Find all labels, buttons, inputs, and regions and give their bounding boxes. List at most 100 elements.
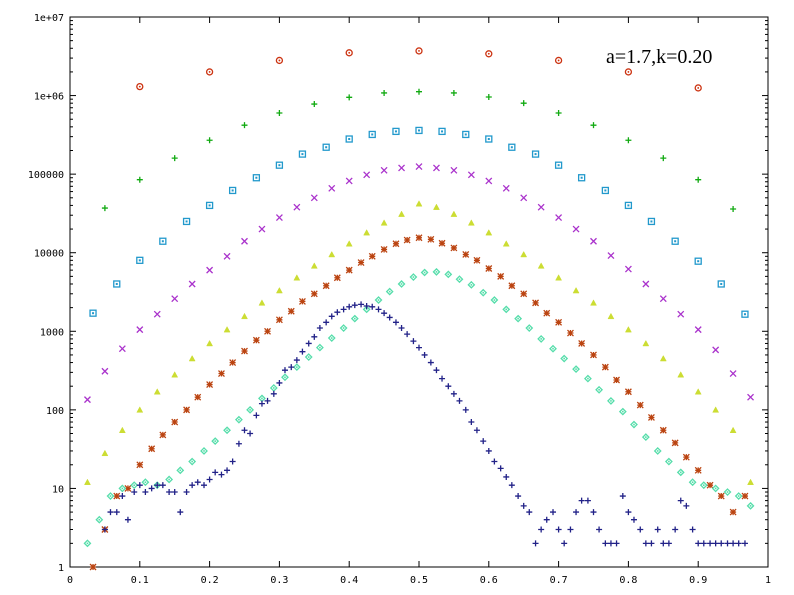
data-point xyxy=(148,485,155,492)
data-point xyxy=(613,540,620,547)
data-point xyxy=(526,509,533,516)
data-point xyxy=(416,88,422,95)
data-point xyxy=(572,287,580,294)
data-point xyxy=(241,347,248,355)
data-point xyxy=(258,225,266,233)
data-point xyxy=(153,388,161,395)
chart-axes xyxy=(69,16,769,568)
data-point xyxy=(555,214,563,222)
data-point-center xyxy=(737,495,740,497)
data-point xyxy=(241,237,248,245)
data-point xyxy=(590,299,597,306)
data-point xyxy=(607,540,614,547)
data-point xyxy=(630,516,637,523)
data-point xyxy=(659,295,667,303)
data-point xyxy=(246,405,255,414)
data-point-center xyxy=(353,317,356,320)
data-point xyxy=(467,219,475,226)
data-point xyxy=(624,388,632,396)
data-point xyxy=(491,458,498,465)
data-point xyxy=(136,326,144,334)
data-point xyxy=(247,430,254,437)
data-point xyxy=(398,210,405,217)
data-point-center xyxy=(557,164,560,167)
y-tick-label: 1 xyxy=(58,563,64,574)
data-point-center xyxy=(435,271,438,273)
data-point xyxy=(676,468,685,477)
series-4 xyxy=(83,163,755,404)
data-point-center xyxy=(493,299,496,301)
data-point-center xyxy=(587,377,589,380)
data-point xyxy=(444,270,453,279)
data-point-center xyxy=(627,204,630,207)
data-point xyxy=(119,493,126,500)
y-tick-label: 1e+07 xyxy=(34,13,64,24)
data-point-center xyxy=(668,460,670,463)
series-6 xyxy=(89,234,749,571)
data-point xyxy=(113,509,120,516)
data-point xyxy=(171,371,179,378)
data-point xyxy=(351,302,358,309)
data-point xyxy=(340,306,347,313)
data-point xyxy=(131,489,138,496)
data-point xyxy=(485,265,493,272)
data-point xyxy=(345,240,353,247)
data-point xyxy=(118,345,126,353)
data-point xyxy=(298,150,307,158)
data-point xyxy=(315,343,324,352)
data-point xyxy=(305,340,312,347)
data-point-center xyxy=(610,400,612,402)
data-point xyxy=(420,268,429,277)
data-point xyxy=(410,338,417,345)
data-point xyxy=(450,166,458,174)
data-point xyxy=(694,466,702,474)
data-point-center xyxy=(231,189,234,192)
data-point xyxy=(485,50,493,58)
data-point xyxy=(124,484,132,492)
data-point xyxy=(183,406,191,414)
data-point xyxy=(602,540,609,547)
data-point xyxy=(648,540,655,547)
data-point-center xyxy=(278,164,281,167)
data-point xyxy=(741,310,749,318)
data-point xyxy=(194,393,202,401)
data-point xyxy=(730,206,737,213)
data-point xyxy=(211,437,220,446)
data-point xyxy=(520,290,528,298)
data-point xyxy=(543,309,551,317)
data-point xyxy=(380,246,388,253)
data-point-center xyxy=(121,487,124,490)
data-point xyxy=(293,357,300,364)
data-point xyxy=(358,301,365,308)
data-point xyxy=(311,333,318,340)
data-point xyxy=(468,419,475,426)
data-point xyxy=(101,205,108,212)
data-point-center xyxy=(307,356,310,358)
data-point xyxy=(223,326,231,333)
data-point xyxy=(89,563,97,571)
data-point xyxy=(583,374,592,383)
data-point xyxy=(450,210,458,217)
data-point-center xyxy=(138,259,141,262)
data-point xyxy=(159,237,167,245)
data-point-center xyxy=(702,484,705,486)
data-point xyxy=(473,427,480,434)
x-tick-label: 0.9 xyxy=(689,575,707,586)
data-point xyxy=(148,445,156,453)
data-point xyxy=(538,526,545,533)
data-point-center xyxy=(656,450,659,452)
data-point-center xyxy=(679,471,682,474)
data-point xyxy=(543,516,550,523)
data-point xyxy=(677,310,685,318)
x-tick-label: 0.3 xyxy=(270,575,288,586)
data-point xyxy=(445,383,452,390)
data-point xyxy=(741,540,748,547)
data-point xyxy=(577,174,586,182)
data-point xyxy=(398,164,406,172)
data-point xyxy=(659,355,667,362)
data-point xyxy=(201,482,208,489)
data-point xyxy=(130,481,139,490)
data-point xyxy=(228,186,237,195)
data-point xyxy=(747,478,754,485)
x-tick-label: 0.5 xyxy=(410,575,428,586)
